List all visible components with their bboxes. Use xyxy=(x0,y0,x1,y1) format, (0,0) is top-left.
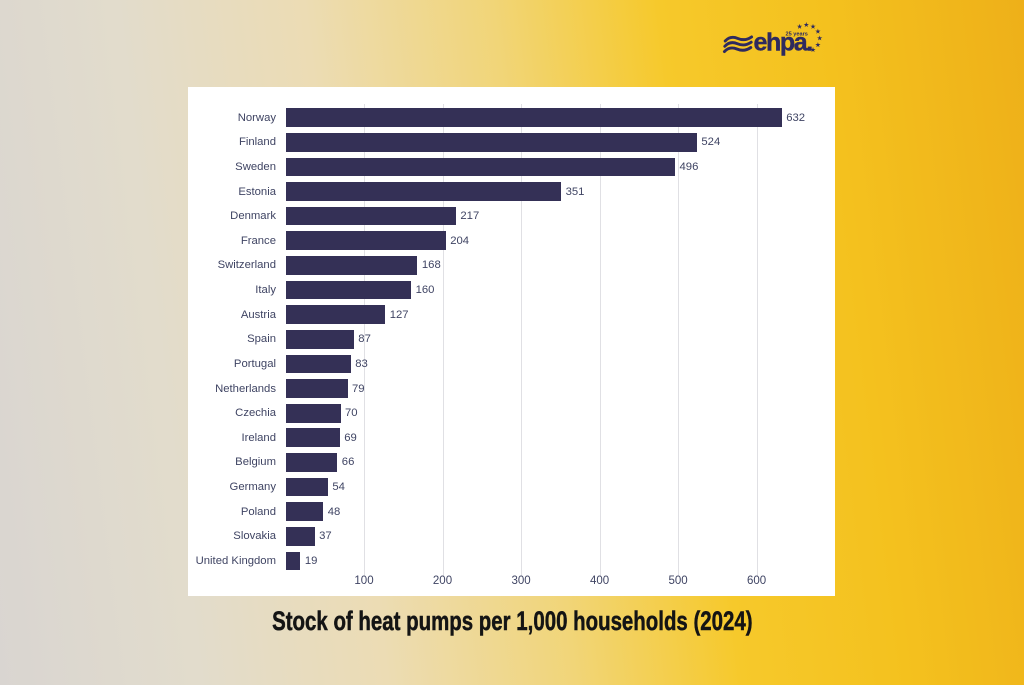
svg-text:25 years: 25 years xyxy=(786,32,808,38)
svg-text:ehpa.: ehpa. xyxy=(754,29,813,57)
